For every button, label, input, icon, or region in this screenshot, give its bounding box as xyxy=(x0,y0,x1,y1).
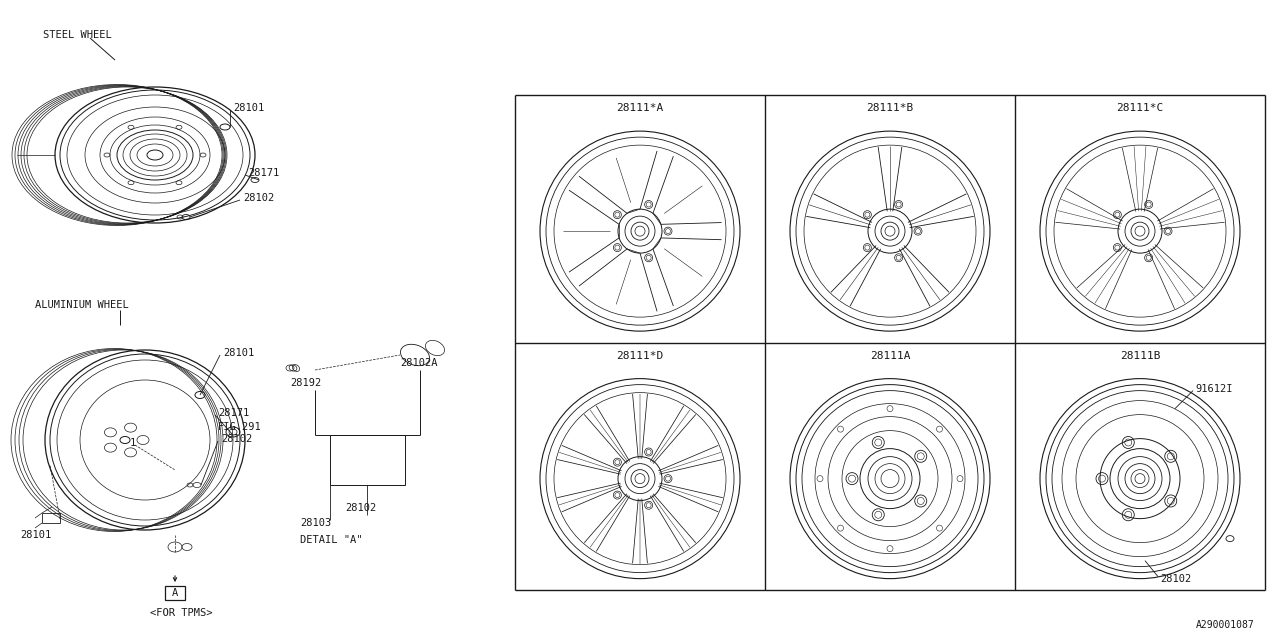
Text: 28111*D: 28111*D xyxy=(617,351,663,360)
Text: <FOR TPMS>: <FOR TPMS> xyxy=(150,608,212,618)
Text: DETAIL "A": DETAIL "A" xyxy=(300,535,362,545)
Text: 28111A: 28111A xyxy=(869,351,910,360)
Text: 28102: 28102 xyxy=(221,434,252,444)
Text: 28102: 28102 xyxy=(243,193,274,203)
Text: ALUMINIUM WHEEL: ALUMINIUM WHEEL xyxy=(35,300,129,310)
Text: 28103: 28103 xyxy=(300,518,332,528)
Text: A290001087: A290001087 xyxy=(1197,620,1254,630)
Text: FIG.291: FIG.291 xyxy=(218,422,261,432)
Text: 28171: 28171 xyxy=(218,408,250,418)
Text: 1: 1 xyxy=(131,438,136,448)
Text: 28102: 28102 xyxy=(1160,573,1192,584)
Text: 28111B: 28111B xyxy=(1120,351,1160,360)
Text: 28101: 28101 xyxy=(20,530,51,540)
Bar xyxy=(330,435,404,485)
Text: 28101: 28101 xyxy=(233,103,264,113)
Text: 28111*B: 28111*B xyxy=(867,103,914,113)
Text: 28111*A: 28111*A xyxy=(617,103,663,113)
Text: 28101: 28101 xyxy=(223,348,255,358)
Bar xyxy=(42,513,60,523)
Text: 28102: 28102 xyxy=(346,503,376,513)
Text: 28171: 28171 xyxy=(248,168,279,178)
Text: STEEL WHEEL: STEEL WHEEL xyxy=(44,30,111,40)
Text: 28192: 28192 xyxy=(291,378,321,388)
Text: 28111*C: 28111*C xyxy=(1116,103,1164,113)
Text: 91612I: 91612I xyxy=(1196,383,1233,394)
Text: A: A xyxy=(172,588,178,598)
Text: 28102A: 28102A xyxy=(401,358,438,368)
FancyBboxPatch shape xyxy=(165,586,186,600)
